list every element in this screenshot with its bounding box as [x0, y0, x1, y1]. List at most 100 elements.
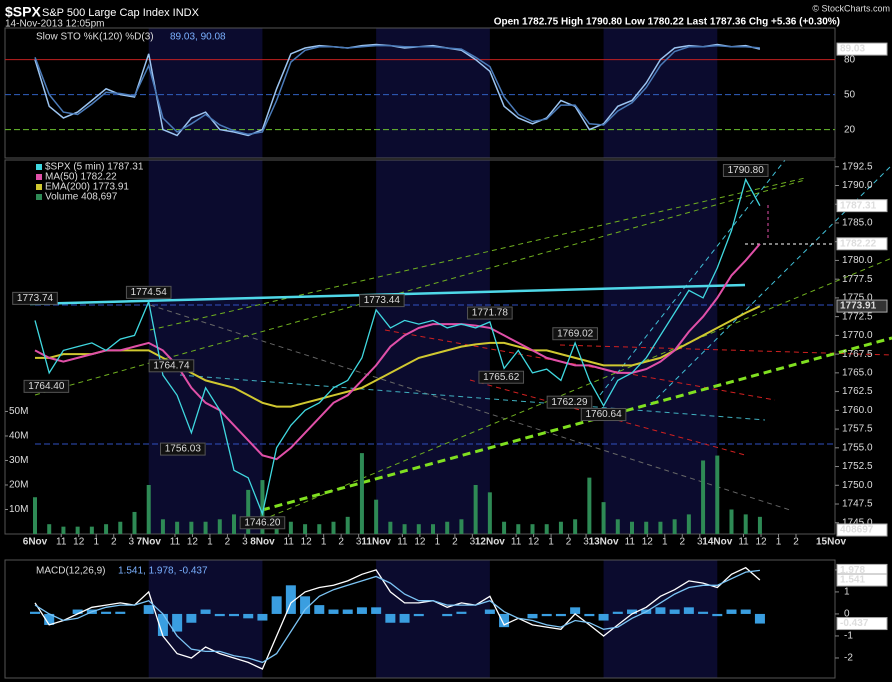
- x-hour-label: 2: [338, 537, 344, 548]
- volume-bar: [615, 519, 620, 534]
- volume-bar: [374, 499, 379, 534]
- day-shade: [376, 28, 490, 158]
- day-shade: [603, 28, 718, 158]
- y-tick-label: 1: [844, 587, 850, 598]
- volume-bar: [672, 519, 677, 534]
- macd-histogram-bar: [371, 607, 382, 614]
- axis-flag-label: 1.541: [840, 575, 865, 586]
- x-hour-label: 12: [187, 537, 199, 548]
- annotation-box: [552, 327, 598, 341]
- y-tick-label: 1767.5: [842, 349, 873, 360]
- x-date-label: 15Nov: [816, 537, 846, 548]
- index-name: S&P 500 Large Cap Index INDX: [42, 7, 200, 19]
- x-hour-label: 2: [793, 537, 799, 548]
- volume-bar: [416, 524, 421, 534]
- axis-flag: [836, 617, 888, 631]
- y-tick-label: 1760.0: [842, 405, 873, 416]
- x-hour-label: 11: [170, 537, 181, 548]
- macd-histogram-bar: [271, 596, 282, 614]
- volume-bar: [288, 521, 293, 534]
- x-hour-label: 3: [356, 537, 362, 548]
- annotation-box: [12, 291, 58, 305]
- macd-histogram-bar: [143, 605, 154, 614]
- x-hour-label: 1: [776, 537, 782, 548]
- volume-bar: [47, 524, 52, 534]
- volume-bar: [260, 480, 265, 534]
- macd-histogram-bar: [243, 613, 254, 619]
- axis-flag: [836, 299, 888, 313]
- volume-tick-label: 10M: [9, 504, 28, 515]
- macd-histogram-bar: [399, 613, 410, 623]
- axis-flag-label: 1782.22: [840, 238, 877, 249]
- volume-bar: [345, 516, 350, 534]
- price-line: [34, 243, 761, 461]
- volume-bar: [303, 524, 308, 534]
- macd-histogram-bar: [499, 613, 510, 628]
- x-hour-label: 11: [56, 537, 67, 548]
- macd-histogram-bar: [726, 609, 737, 614]
- volume-bar: [61, 526, 66, 534]
- y-tick-label: 1755.0: [842, 442, 873, 453]
- volume-bar: [317, 524, 322, 534]
- volume-tick-label: 30M: [9, 455, 28, 466]
- volume-bar: [644, 521, 649, 534]
- macd-histogram-bar: [72, 609, 83, 614]
- volume-bar: [175, 521, 180, 534]
- day-shading: [148, 28, 718, 678]
- day-shade: [148, 28, 263, 158]
- date-time: 14-Nov-2013 12:05pm: [5, 19, 105, 30]
- sto-legend-values: 89.03, 90.08: [170, 32, 226, 43]
- annotation-box: [239, 516, 286, 530]
- volume-bar: [33, 497, 37, 534]
- macd-histogram-bar: [669, 609, 680, 614]
- axis-flag-label: 89.03: [840, 44, 865, 55]
- y-tick-label: 1785.0: [842, 218, 873, 229]
- volume-bar: [516, 524, 521, 534]
- volume-bar: [203, 521, 208, 534]
- volume-bar: [573, 519, 578, 534]
- macd-histogram-bar: [698, 611, 709, 614]
- x-date-label: 12Nov: [475, 537, 505, 548]
- x-hour-label: 3: [242, 537, 248, 548]
- axis-flag: [836, 237, 888, 251]
- y-tick-label: 1792.5: [842, 161, 873, 172]
- annotation-label: 1774.54: [131, 287, 168, 298]
- axis-flag-label: -0.437: [840, 618, 869, 629]
- annotation-label: 1764.74: [153, 360, 190, 371]
- macd-histogram-bar: [385, 613, 396, 623]
- volume-bar: [601, 502, 606, 534]
- volume-bar: [530, 524, 535, 534]
- annotation-label: 1762.29: [551, 397, 588, 408]
- x-hour-label: 2: [452, 537, 458, 548]
- macd-histogram-bar: [300, 596, 311, 614]
- axis-flag-label: 408697: [840, 525, 874, 536]
- volume-bar: [217, 519, 222, 534]
- macd-histogram-bar: [257, 613, 268, 621]
- day-shade: [376, 160, 490, 534]
- y-tick-label: 1775.0: [842, 293, 873, 304]
- x-hour-label: 1: [321, 537, 327, 548]
- legend-entry: Volume 408,697: [45, 192, 118, 203]
- x-date-label: 14Nov: [702, 537, 732, 548]
- y-tick-label: 1772.5: [842, 311, 873, 322]
- y-tick-label: 1770.0: [842, 330, 873, 341]
- annotation-box: [148, 359, 195, 373]
- macd-legend-values: 1.541, 1.978, -0.437: [118, 566, 208, 577]
- macd-histogram-bar: [541, 613, 552, 617]
- y-tick-label: 1762.5: [842, 386, 873, 397]
- macd-histogram-bar: [328, 609, 339, 614]
- x-hour-label: 1: [435, 537, 441, 548]
- y-tick-label: -1: [844, 631, 853, 642]
- annotation-box: [359, 294, 405, 308]
- volume-bar: [630, 521, 634, 534]
- volume-bar: [701, 460, 706, 534]
- volume-bar: [757, 516, 762, 534]
- volume-bar: [658, 521, 663, 534]
- volume-bar: [104, 524, 109, 534]
- macd-histogram-bar: [456, 611, 467, 614]
- day-shade: [603, 160, 718, 534]
- price-line: [34, 177, 761, 517]
- macd-histogram-bar: [754, 613, 765, 624]
- symbol: $SPX: [5, 4, 41, 20]
